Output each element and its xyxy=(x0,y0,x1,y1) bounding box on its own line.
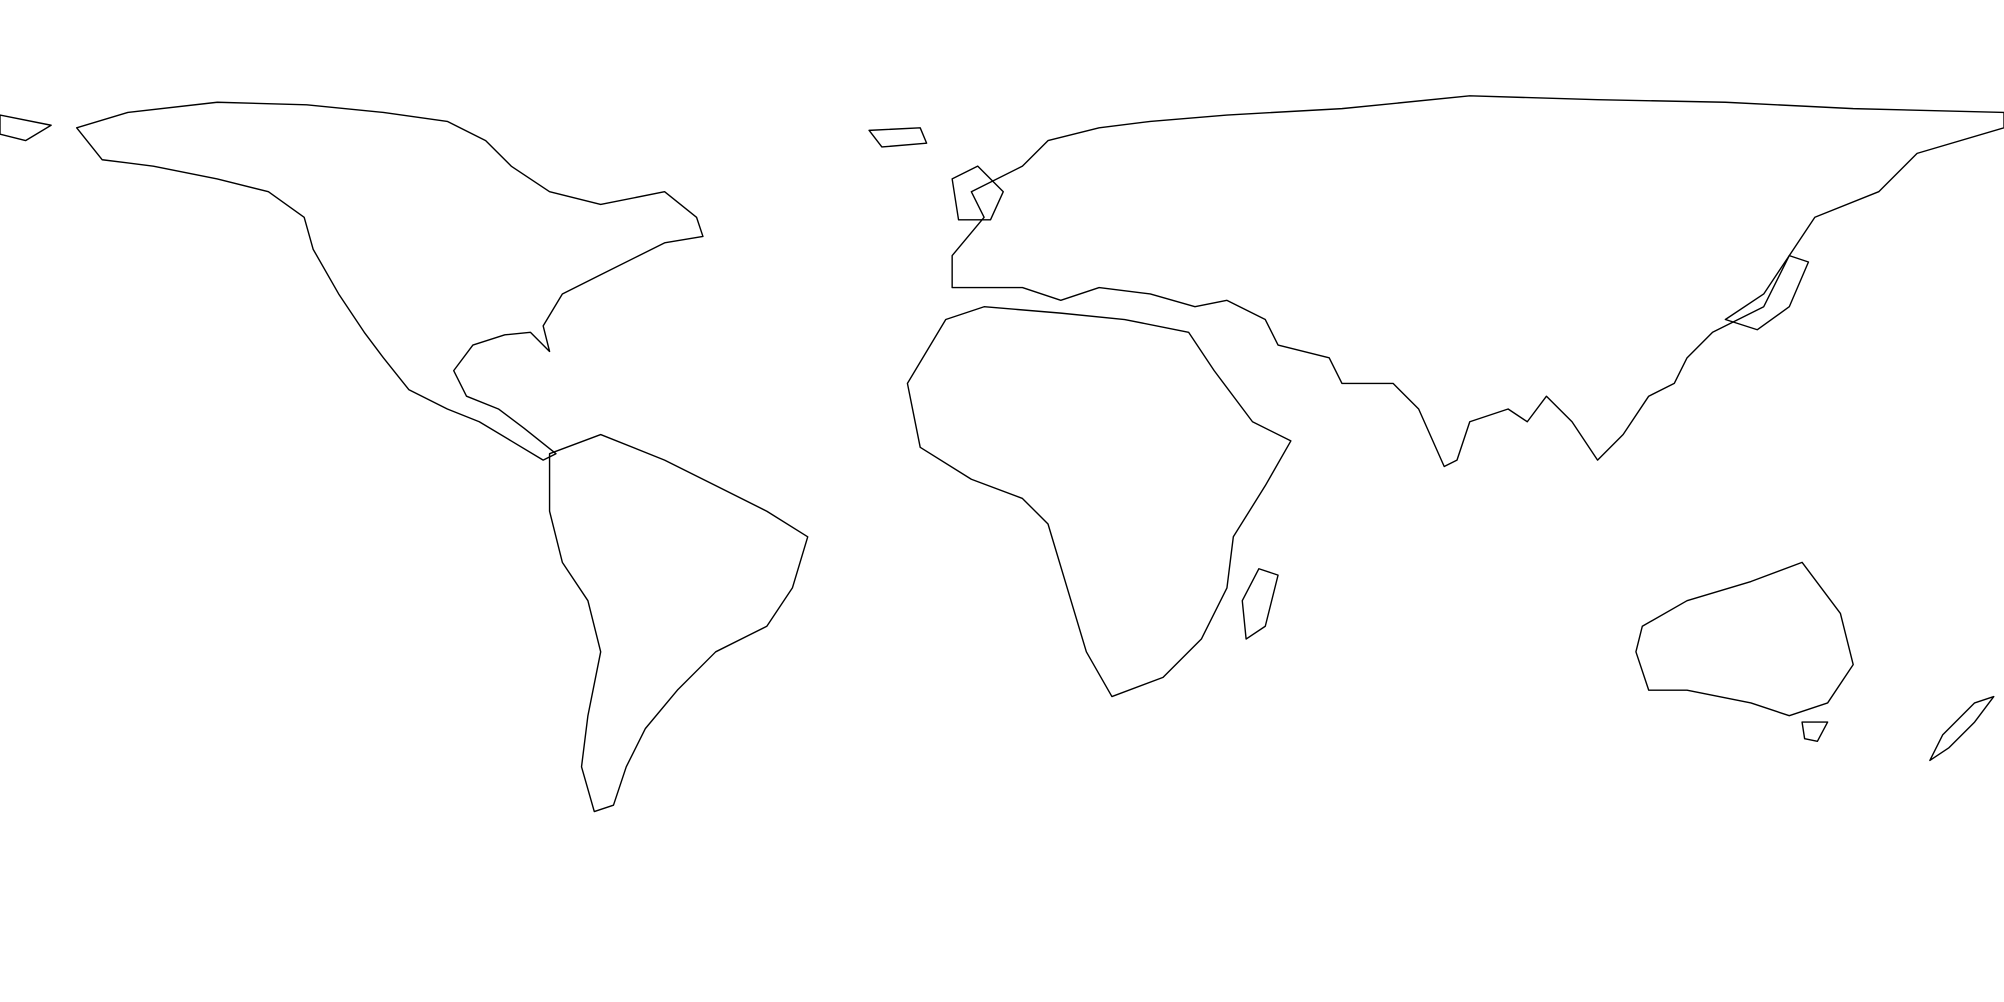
world-map xyxy=(0,0,2004,1002)
background xyxy=(0,0,2004,1002)
